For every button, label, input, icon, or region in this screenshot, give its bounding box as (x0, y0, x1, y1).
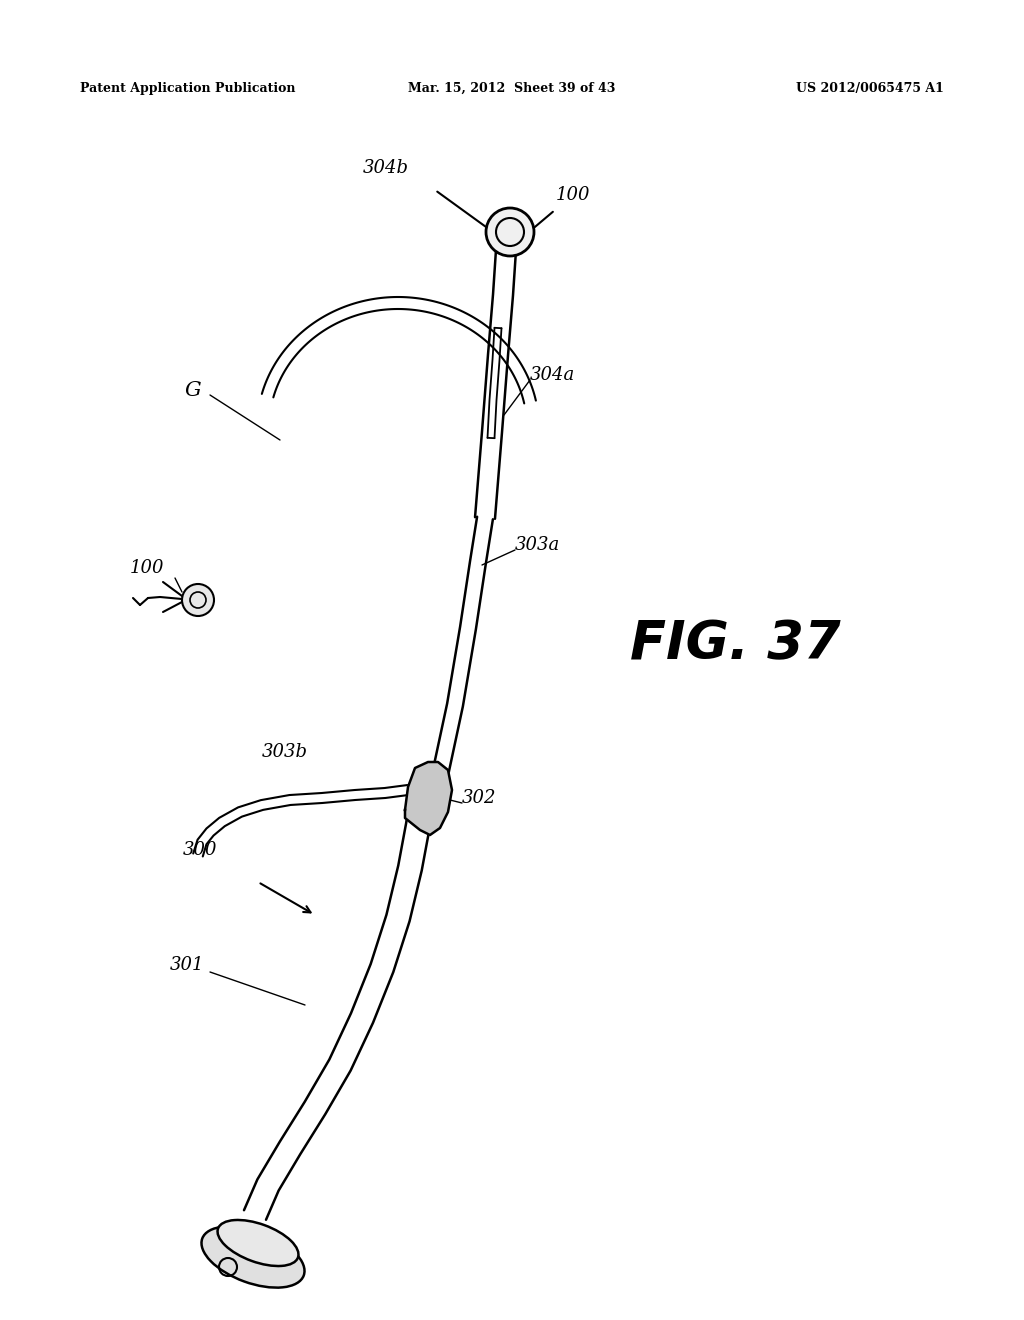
Text: FIG. 37: FIG. 37 (630, 618, 841, 671)
Text: G: G (185, 380, 202, 400)
Polygon shape (406, 762, 452, 836)
Text: 304a: 304a (530, 366, 575, 384)
Text: Mar. 15, 2012  Sheet 39 of 43: Mar. 15, 2012 Sheet 39 of 43 (409, 82, 615, 95)
Text: 100: 100 (130, 558, 165, 577)
Text: 303b: 303b (262, 743, 308, 762)
Text: 300: 300 (183, 841, 217, 859)
Text: US 2012/0065475 A1: US 2012/0065475 A1 (796, 82, 944, 95)
Text: Patent Application Publication: Patent Application Publication (80, 82, 296, 95)
Text: 303a: 303a (515, 536, 560, 554)
Text: 301: 301 (170, 956, 205, 974)
Circle shape (486, 209, 534, 256)
Text: 100: 100 (556, 186, 591, 205)
Circle shape (182, 583, 214, 616)
Ellipse shape (202, 1226, 304, 1287)
Text: 304b: 304b (362, 158, 409, 177)
Ellipse shape (217, 1220, 298, 1266)
Text: 302: 302 (462, 789, 497, 807)
